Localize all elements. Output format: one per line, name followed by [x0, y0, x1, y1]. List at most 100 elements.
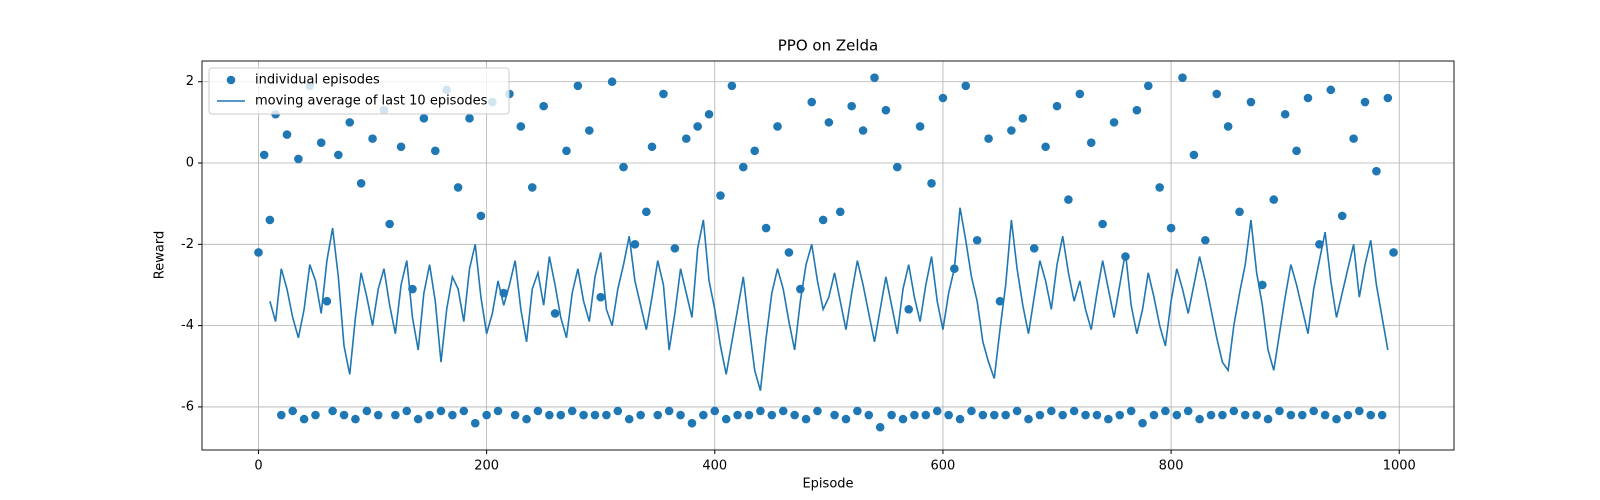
point — [773, 122, 782, 131]
point — [436, 406, 446, 416]
point — [602, 410, 611, 420]
point — [396, 142, 406, 152]
point — [1115, 410, 1125, 420]
point — [853, 406, 862, 416]
point — [1035, 410, 1045, 420]
point — [1029, 244, 1039, 253]
point — [841, 414, 851, 424]
x-tick-label: 400 — [702, 459, 727, 474]
point — [624, 414, 634, 424]
point — [938, 93, 948, 103]
point — [664, 406, 674, 416]
point — [362, 406, 372, 416]
point — [316, 138, 326, 148]
point — [1252, 410, 1261, 420]
legend: individual episodes moving average of las… — [208, 67, 510, 115]
point — [1372, 166, 1381, 176]
point — [1349, 134, 1358, 143]
point — [413, 414, 423, 424]
point — [1235, 207, 1244, 217]
y-tick-label: 0 — [186, 156, 194, 171]
point — [1366, 410, 1376, 420]
point — [676, 410, 685, 420]
point — [425, 410, 434, 420]
point — [1258, 280, 1267, 290]
point — [1292, 146, 1301, 156]
y-tick-label: 2 — [186, 74, 194, 89]
point — [516, 122, 526, 131]
point — [756, 406, 765, 416]
legend-box — [208, 67, 510, 115]
point — [584, 126, 594, 135]
point — [1218, 410, 1227, 420]
point — [1195, 414, 1204, 424]
point — [430, 146, 440, 156]
point — [910, 410, 919, 420]
point — [1052, 101, 1062, 111]
x-tick-label: 600 — [931, 459, 956, 474]
y-axis-label: Reward — [153, 231, 168, 279]
point — [282, 130, 292, 139]
point — [259, 150, 269, 160]
point — [556, 410, 566, 420]
point — [470, 418, 480, 428]
point — [533, 406, 543, 416]
point — [1332, 414, 1341, 424]
point — [727, 81, 737, 91]
point — [984, 134, 993, 143]
point — [1001, 410, 1010, 420]
point — [522, 414, 531, 424]
point — [778, 406, 788, 416]
point — [1138, 418, 1147, 428]
point — [636, 410, 645, 420]
point — [738, 162, 748, 172]
point — [1280, 109, 1290, 119]
point — [887, 410, 896, 420]
point — [299, 414, 309, 424]
point — [265, 215, 275, 225]
point — [385, 219, 394, 229]
line — [269, 207, 1389, 391]
point — [1183, 406, 1193, 416]
point — [1240, 410, 1250, 420]
point — [351, 414, 360, 424]
legend-label: individual episodes — [255, 73, 380, 88]
y-tick-label: -6 — [181, 399, 194, 414]
chart-title: PPO on Zelda — [778, 37, 879, 55]
point — [687, 418, 697, 428]
point — [995, 296, 1005, 306]
y-tick-label: -2 — [181, 237, 194, 252]
point — [1263, 414, 1273, 424]
point — [402, 406, 412, 416]
point — [818, 215, 828, 225]
point — [1383, 93, 1393, 103]
point — [699, 410, 708, 420]
point — [978, 410, 988, 420]
point — [1092, 410, 1102, 420]
point — [1189, 150, 1199, 160]
point — [1320, 410, 1330, 420]
point — [1377, 410, 1387, 420]
point — [1303, 93, 1313, 103]
point — [1178, 73, 1187, 82]
point — [767, 410, 777, 420]
point — [858, 126, 868, 135]
point — [1309, 406, 1318, 416]
point — [1018, 114, 1028, 123]
point — [579, 410, 588, 420]
point — [619, 162, 628, 172]
point — [1223, 122, 1233, 131]
point — [1269, 195, 1279, 204]
point — [453, 183, 463, 192]
point — [750, 146, 760, 156]
point — [334, 150, 343, 160]
point — [328, 406, 337, 416]
point — [824, 118, 834, 127]
point — [1132, 105, 1142, 115]
point — [465, 114, 474, 123]
legend-marker — [226, 75, 236, 85]
point — [545, 410, 554, 420]
point — [1149, 410, 1159, 420]
point — [1086, 138, 1096, 148]
